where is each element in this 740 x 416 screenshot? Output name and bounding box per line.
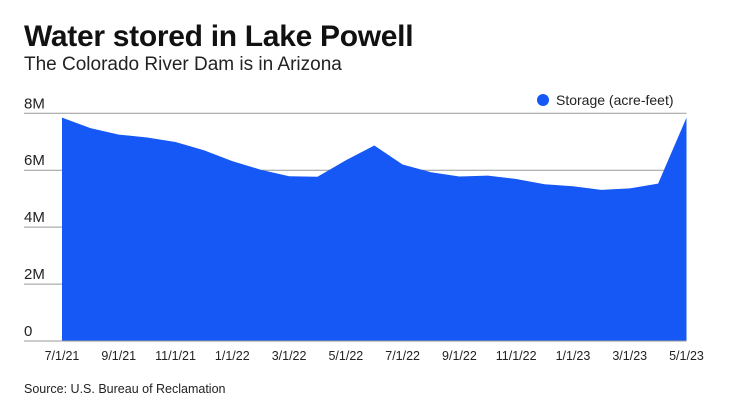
x-tick-label: 7/1/22	[385, 349, 420, 363]
x-tick-label: 5/1/23	[669, 349, 704, 363]
y-tick-label: 8M	[24, 95, 45, 112]
chart-title: Water stored in Lake Powell	[24, 20, 414, 53]
x-tick-label: 1/1/23	[556, 349, 591, 363]
legend-marker	[537, 94, 549, 106]
x-tick-label: 5/1/22	[328, 349, 363, 363]
y-tick-label: 6M	[24, 152, 45, 169]
x-tick-label: 11/1/21	[155, 349, 196, 363]
x-tick-label: 11/1/22	[496, 349, 537, 363]
y-tick-label: 4M	[24, 209, 45, 226]
legend-label: Storage (acre-feet)	[556, 92, 674, 108]
x-tick-label: 3/1/22	[272, 349, 307, 363]
x-tick-label: 1/1/22	[215, 349, 250, 363]
chart-subtitle: The Colorado River Dam is in Arizona	[24, 54, 342, 75]
x-tick-label: 3/1/23	[612, 349, 647, 363]
y-tick-label: 2M	[24, 266, 45, 283]
source-note: Source: U.S. Bureau of Reclamation	[24, 382, 226, 396]
x-tick-label: 7/1/21	[45, 349, 80, 363]
x-tick-label: 9/1/21	[101, 349, 136, 363]
x-tick-label: 9/1/22	[442, 349, 477, 363]
storage-area	[62, 117, 687, 341]
y-tick-label: 0	[24, 323, 32, 340]
